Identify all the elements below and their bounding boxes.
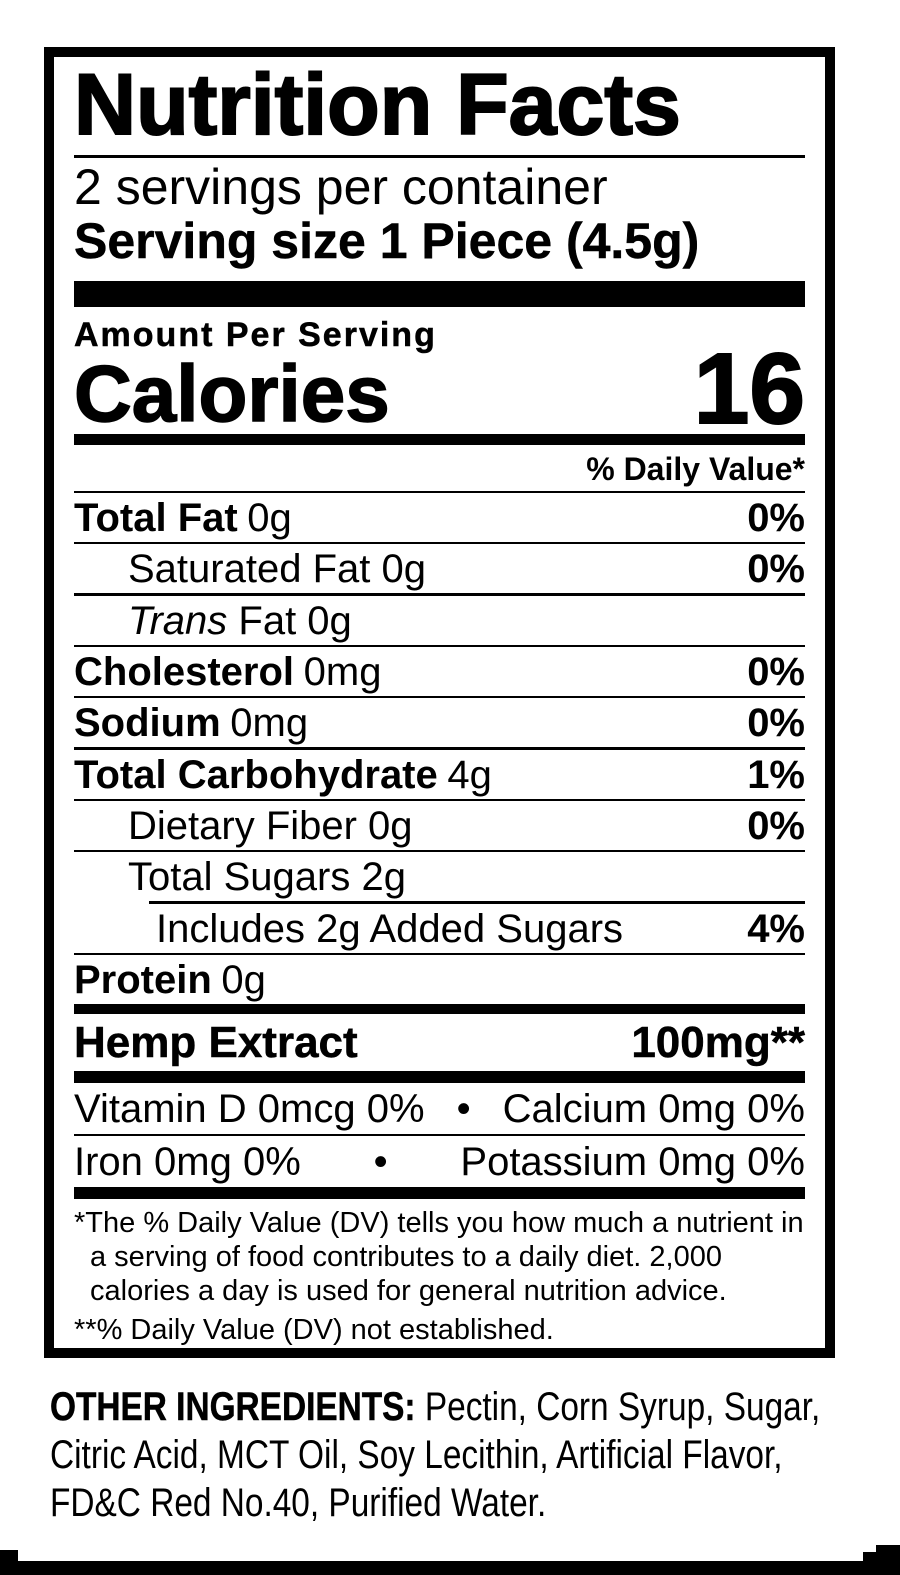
nutrient-row-total-sugars: Total Sugars 2g — [74, 852, 805, 901]
nutrient-name: Cholesterol 0mg — [74, 649, 382, 694]
bullet-icon: • — [456, 1086, 471, 1131]
bottom-left-corner-artifact — [0, 1550, 18, 1575]
bottom-right-corner-artifact — [876, 1545, 900, 1575]
divider — [74, 490, 805, 493]
micronutrient-right: Calcium 0mg 0% — [502, 1086, 805, 1131]
servings-per-container: 2 servings per container — [74, 158, 608, 215]
nutrient-name: Protein 0g — [74, 958, 266, 1003]
micronutrient-left: Vitamin D 0mcg 0% — [74, 1086, 425, 1131]
nutrient-row-protein: Protein 0g — [74, 955, 805, 1004]
other-ingredients-text: OTHER INGREDIENTS: Pectin, Corn Syrup, S… — [50, 1383, 845, 1527]
daily-value: 0% — [747, 547, 805, 592]
nutrient-name: Total Fat 0g — [74, 495, 292, 540]
thick-separator-bar — [74, 280, 805, 308]
medium-separator-bar — [74, 1004, 805, 1015]
divider — [74, 593, 805, 596]
nutrient-row-sodium: Sodium 0mg 0% — [74, 698, 805, 747]
nutrient-row-cholesterol: Cholesterol 0mg 0% — [74, 647, 805, 696]
medium-separator-bar — [74, 434, 805, 445]
daily-value-header: % Daily Value* — [586, 450, 805, 487]
micronutrient-left: Iron 0mg 0% — [74, 1140, 301, 1185]
divider — [74, 849, 805, 853]
bottom-black-bar — [0, 1561, 900, 1575]
hemp-extract-row: Hemp Extract 100mg** — [74, 1014, 805, 1071]
bullet-icon: • — [373, 1140, 388, 1185]
hemp-extract-label: Hemp Extract — [74, 1018, 358, 1068]
nutrient-row-total-fat: Total Fat 0g 0% — [74, 493, 805, 542]
nutrient-name: Sodium 0mg — [74, 701, 309, 746]
nutrient-row-trans-fat: Trans Fat 0g — [74, 596, 805, 645]
daily-value: 0% — [747, 701, 805, 746]
other-ingredients-label: OTHER INGREDIENTS: — [50, 1385, 416, 1430]
other-ingredients-list: Pectin, Corn Syrup, Sugar, Citric Acid, … — [50, 1385, 821, 1525]
divider-under-title — [74, 154, 805, 158]
divider — [74, 798, 805, 801]
calories-row: Calories 16 — [73, 338, 806, 440]
daily-value: 4% — [747, 906, 805, 951]
nutrient-row-dietary-fiber: Dietary Fiber 0g 0% — [74, 801, 805, 850]
serving-size-line: Serving size 1 Piece (4.5g) — [74, 212, 805, 269]
daily-value: 0% — [747, 803, 805, 848]
nutrient-name: Total Sugars 2g — [128, 855, 406, 900]
micronutrient-row-vitamin-d-calcium: Vitamin D 0mcg 0% • Calcium 0mg 0% — [74, 1083, 805, 1134]
nutrient-name: Dietary Fiber 0g — [128, 803, 413, 848]
divider — [74, 695, 805, 699]
micronutrient-right: Potassium 0mg 0% — [460, 1140, 805, 1185]
nutrient-name: Total Carbohydrate 4g — [74, 752, 492, 797]
thick-separator-bar — [74, 1071, 805, 1083]
divider — [74, 952, 805, 956]
divider — [74, 541, 805, 545]
nutrition-facts-title: Nutrition Facts — [73, 57, 682, 153]
amount-per-serving-label: Amount Per Serving — [74, 316, 437, 355]
daily-value: 1% — [747, 752, 805, 797]
not-established-footnote: **% Daily Value (DV) not established. — [74, 1314, 554, 1346]
nutrient-name: Saturated Fat 0g — [128, 547, 426, 592]
calories-label: Calories — [73, 349, 390, 439]
daily-value: 0% — [747, 495, 805, 540]
daily-value: 0% — [747, 649, 805, 694]
nutrient-row-total-carbohydrate: Total Carbohydrate 4g 1% — [74, 750, 805, 799]
micronutrient-row-iron-potassium: Iron 0mg 0% • Potassium 0mg 0% — [74, 1136, 805, 1187]
daily-value-footnote: *The % Daily Value (DV) tells you how mu… — [74, 1207, 804, 1307]
nutrient-row-added-sugars: Includes 2g Added Sugars 4% — [74, 904, 805, 953]
hemp-extract-value: 100mg** — [631, 1018, 805, 1068]
serving-size-label: Serving size — [74, 212, 366, 269]
nutrient-row-saturated-fat: Saturated Fat 0g 0% — [74, 544, 805, 593]
calories-value: 16 — [693, 333, 806, 446]
other-ingredients-section: OTHER INGREDIENTS: Pectin, Corn Syrup, S… — [50, 1383, 870, 1527]
divider — [74, 1133, 805, 1137]
nutrition-facts-panel: Nutrition Facts 2 servings per container… — [44, 47, 835, 1358]
divider-indented — [149, 901, 805, 904]
thick-separator-bar — [74, 1187, 805, 1199]
divider — [74, 747, 805, 750]
divider — [74, 644, 805, 647]
nutrient-name: Includes 2g Added Sugars — [156, 906, 624, 951]
serving-size-value: 1 Piece (4.5g) — [379, 212, 700, 269]
nutrient-name: Trans Fat 0g — [128, 598, 352, 643]
